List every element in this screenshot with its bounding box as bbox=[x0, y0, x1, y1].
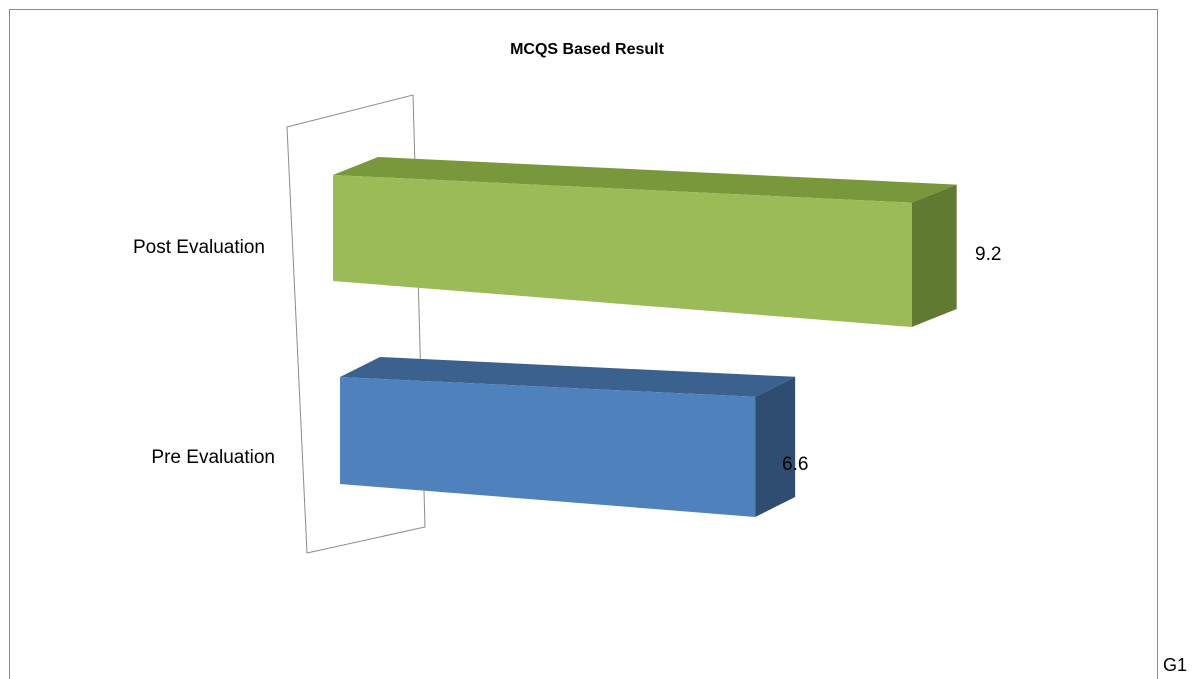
category-labels-group: Post Evaluation Pre Evaluation bbox=[133, 237, 275, 468]
bar-post-evaluation bbox=[333, 157, 957, 327]
bar-front-face bbox=[333, 175, 912, 327]
bar-top-face bbox=[333, 157, 957, 203]
chart-frame bbox=[9, 9, 1158, 679]
category-label: Pre Evaluation bbox=[151, 447, 275, 468]
bar-top-face bbox=[340, 357, 796, 397]
bar-side-face bbox=[911, 184, 957, 327]
data-label: 9.2 bbox=[975, 244, 1001, 265]
bar-front-face bbox=[340, 377, 756, 517]
bar-pre-evaluation bbox=[340, 357, 796, 517]
data-label: 6.6 bbox=[782, 454, 808, 475]
bar-side-face bbox=[755, 376, 796, 517]
chart-back-wall bbox=[286, 94, 426, 554]
bars-group bbox=[333, 157, 957, 517]
corner-label: G1 bbox=[1163, 655, 1188, 675]
category-label: Post Evaluation bbox=[133, 237, 265, 258]
value-labels-group: 9.2 6.6 bbox=[782, 244, 1001, 475]
chart-title: MCQS Based Result bbox=[510, 41, 664, 58]
